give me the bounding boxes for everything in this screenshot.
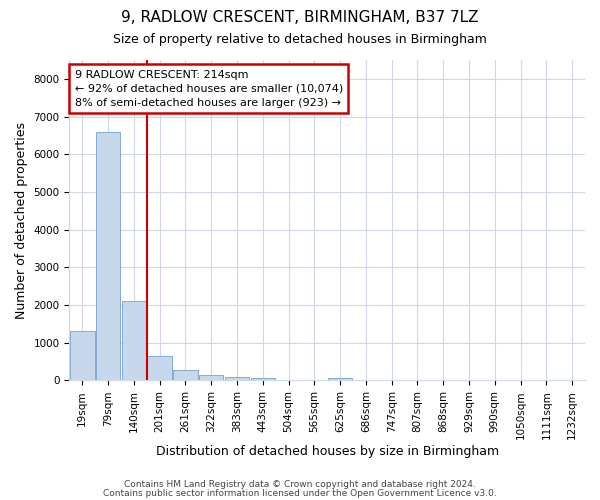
Text: Contains HM Land Registry data © Crown copyright and database right 2024.: Contains HM Land Registry data © Crown c… — [124, 480, 476, 489]
Bar — [70, 332, 95, 380]
Text: Size of property relative to detached houses in Birmingham: Size of property relative to detached ho… — [113, 32, 487, 46]
Text: Contains public sector information licensed under the Open Government Licence v3: Contains public sector information licen… — [103, 488, 497, 498]
Bar — [173, 370, 197, 380]
Bar — [122, 302, 146, 380]
X-axis label: Distribution of detached houses by size in Birmingham: Distribution of detached houses by size … — [155, 444, 499, 458]
Bar — [199, 375, 223, 380]
Text: 9, RADLOW CRESCENT, BIRMINGHAM, B37 7LZ: 9, RADLOW CRESCENT, BIRMINGHAM, B37 7LZ — [121, 10, 479, 25]
Text: 9 RADLOW CRESCENT: 214sqm
← 92% of detached houses are smaller (10,074)
8% of se: 9 RADLOW CRESCENT: 214sqm ← 92% of detac… — [74, 70, 343, 108]
Bar — [328, 378, 352, 380]
Bar — [96, 132, 121, 380]
Bar — [251, 378, 275, 380]
Y-axis label: Number of detached properties: Number of detached properties — [15, 122, 28, 318]
Bar — [148, 356, 172, 380]
Bar — [225, 376, 249, 380]
